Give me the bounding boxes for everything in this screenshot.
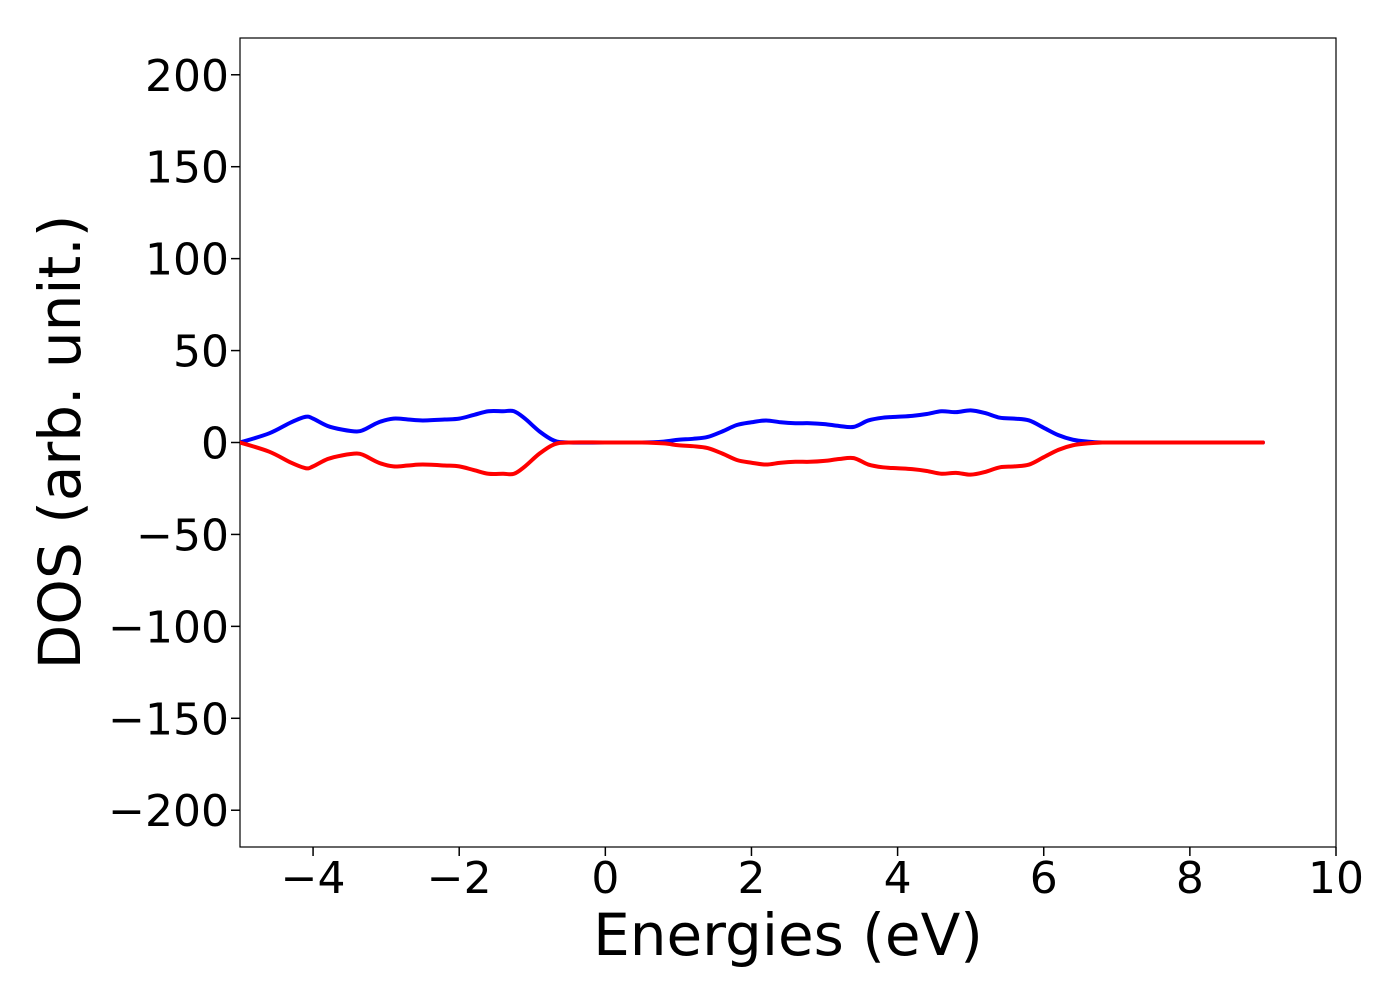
series-line-1 (240, 408, 1265, 445)
y-tick-label: 50 (173, 327, 229, 378)
x-tick-label: 10 (1308, 853, 1364, 904)
x-axis-title: Energies (eV) (593, 901, 983, 969)
x-axis-ticks: −4 −2 0 2 4 6 8 10 (281, 847, 1364, 904)
y-tick-label: −200 (108, 786, 229, 837)
y-tick-label: 0 (201, 419, 229, 470)
y-axis-ticks: 200 150 100 50 0 −50 −100 −150 −200 (108, 51, 240, 837)
x-tick-label: 2 (737, 853, 765, 904)
y-tick-label: 150 (145, 143, 229, 194)
y-tick-label: 200 (145, 51, 229, 102)
x-tick-label: −2 (427, 853, 492, 904)
series-layer (240, 408, 1265, 477)
series-line-2 (240, 440, 1265, 477)
x-tick-label: 6 (1030, 853, 1058, 904)
x-tick-label: 0 (591, 853, 619, 904)
y-axis-title: DOS (arb. unit.) (26, 215, 94, 670)
y-tick-label: −100 (108, 602, 229, 653)
y-tick-label: −50 (136, 510, 229, 561)
x-tick-label: 4 (884, 853, 912, 904)
x-tick-label: −4 (281, 853, 346, 904)
x-tick-label: 8 (1176, 853, 1204, 904)
y-tick-label: 100 (145, 235, 229, 286)
y-tick-label: −150 (108, 694, 229, 745)
